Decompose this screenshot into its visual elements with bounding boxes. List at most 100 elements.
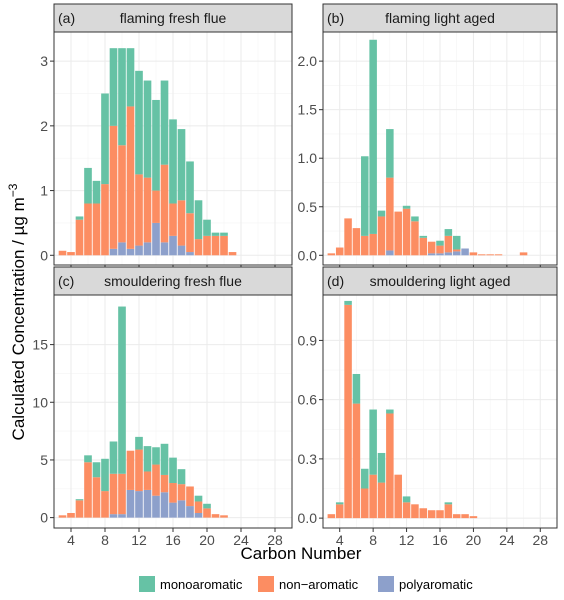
bar-non-aromatic-c6 [352, 228, 361, 256]
bar-non-aromatic-c23 [494, 254, 503, 256]
x-tick-label: 24 [233, 532, 249, 548]
bar-polyaromatic-c16 [436, 253, 444, 256]
bar-monoaromatic-c16 [169, 457, 177, 484]
x-tick-label: 20 [466, 532, 482, 548]
bar-non-aromatic-c5 [344, 218, 352, 256]
bar-non-aromatic-c19 [194, 501, 203, 514]
bar-non-aromatic-c20 [469, 252, 478, 256]
bar-non-aromatic-c20 [203, 235, 211, 256]
x-tick-label: 16 [432, 532, 448, 548]
legend-item-polyaromatic: polyaromatic [378, 576, 473, 592]
bar-non-aromatic-c13 [143, 177, 152, 243]
bar-polyaromatic-c10 [118, 242, 126, 256]
x-tick-label: 4 [67, 532, 75, 548]
bar-non-aromatic-c21 [211, 235, 220, 256]
bar-polyaromatic-c11 [126, 248, 135, 256]
bar-non-aromatic-c14 [419, 508, 428, 519]
bar-monoaromatic-c17 [444, 502, 453, 505]
x-tick-label: 24 [499, 532, 515, 548]
bar-monoaromatic-c12 [135, 70, 143, 175]
bar-monoaromatic-c5 [75, 499, 84, 501]
bar-monoaromatic-c10 [118, 48, 126, 146]
bar-non-aromatic-c5 [344, 304, 352, 519]
bar-polyaromatic-c17 [444, 252, 453, 256]
bar-polyaromatic-c10 [118, 514, 126, 518]
bar-non-aromatic-c3 [58, 250, 67, 256]
bar-monoaromatic-c18 [452, 235, 461, 250]
y-tick-label: 0 [40, 510, 48, 526]
x-tick-label: 12 [131, 532, 147, 548]
bar-non-aromatic-c12 [402, 502, 411, 519]
bar-non-aromatic-c21 [211, 514, 220, 518]
bar-non-aromatic-c22 [220, 515, 228, 518]
x-tick-label: 28 [267, 532, 283, 548]
bar-non-aromatic-c15 [427, 510, 436, 519]
bar-monoaromatic-c15 [160, 80, 169, 165]
bar-monoaromatic-c9 [377, 210, 386, 217]
y-tick-label: 0.3 [298, 451, 318, 467]
bar-monoaromatic-c4 [335, 502, 344, 505]
panel-label: (d) [327, 273, 344, 289]
bar-non-aromatic-c4 [67, 252, 75, 256]
bar-non-aromatic-c7 [361, 235, 369, 256]
bar-monoaromatic-c8 [101, 93, 109, 185]
x-tick-label: 4 [336, 532, 344, 548]
panel-label: (c) [58, 273, 74, 289]
bar-monoaromatic-c16 [169, 119, 177, 204]
bar-monoaromatic-c19 [194, 495, 203, 502]
y-tick-label: 1.0 [298, 150, 318, 166]
legend-label: monoaromatic [160, 577, 243, 592]
bar-polyaromatic-c9 [109, 248, 118, 256]
bar-non-aromatic-c9 [377, 482, 386, 519]
bar-monoaromatic-c8 [101, 458, 109, 492]
bar-polyaromatic-c18 [186, 252, 194, 256]
bar-non-aromatic-c3 [327, 514, 336, 519]
bar-monoaromatic-c14 [152, 99, 160, 191]
bar-non-aromatic-c10 [118, 473, 126, 515]
bar-non-aromatic-c9 [109, 125, 118, 249]
bar-non-aromatic-c15 [160, 474, 169, 493]
bar-monoaromatic-c14 [419, 235, 428, 238]
bar-monoaromatic-c17 [444, 229, 453, 236]
panel-title: flaming fresh flue [120, 10, 227, 26]
y-tick-label: 0.0 [298, 510, 318, 526]
bar-monoaromatic-c10 [118, 306, 126, 474]
bar-non-aromatic-c3 [327, 253, 336, 256]
bar-non-aromatic-c10 [386, 413, 394, 519]
x-tick-label: 16 [165, 532, 181, 548]
panel-4: (d) smouldering light aged 0.0 0.3 0.6 0.9 4 8 1… [298, 266, 558, 548]
bar-polyaromatic-c14 [152, 495, 160, 518]
legend-item-monoaromatic: monoaromatic [139, 576, 243, 592]
bar-non-aromatic-c3 [58, 515, 67, 518]
panel-strip [53, 266, 293, 296]
bar-monoaromatic-c9 [109, 48, 118, 126]
bar-polyaromatic-c16 [169, 235, 177, 256]
bar-non-aromatic-c4 [67, 513, 75, 518]
bar-non-aromatic-c18 [186, 213, 194, 253]
y-tick-label: 0.9 [298, 332, 318, 348]
bar-polyaromatic-c19 [194, 513, 203, 518]
x-tick-label: 12 [399, 532, 415, 548]
y-tick-label: 1 [40, 183, 48, 199]
bar-monoaromatic-c17 [177, 129, 186, 201]
bar-monoaromatic-c10 [386, 409, 394, 414]
bar-non-aromatic-c11 [126, 450, 135, 490]
y-tick-label: 0.0 [298, 247, 318, 263]
bar-non-aromatic-c19 [461, 514, 469, 519]
bar-monoaromatic-c9 [109, 441, 118, 474]
panel-title: flaming light aged [385, 10, 495, 26]
bar-monoaromatic-c11 [126, 48, 135, 107]
bar-polyaromatic-c16 [169, 502, 177, 518]
bar-polyaromatic-c12 [135, 245, 143, 256]
legend-swatch [258, 576, 274, 592]
bar-non-aromatic-c17 [444, 504, 453, 519]
bar-non-aromatic-c17 [177, 200, 186, 246]
x-tick-label: 8 [369, 532, 377, 548]
bar-non-aromatic-c22 [486, 254, 494, 256]
bar-non-aromatic-c9 [109, 473, 118, 515]
bar-monoaromatic-c20 [203, 503, 211, 509]
bar-non-aromatic-c10 [118, 145, 126, 243]
bar-non-aromatic-c12 [135, 449, 143, 492]
